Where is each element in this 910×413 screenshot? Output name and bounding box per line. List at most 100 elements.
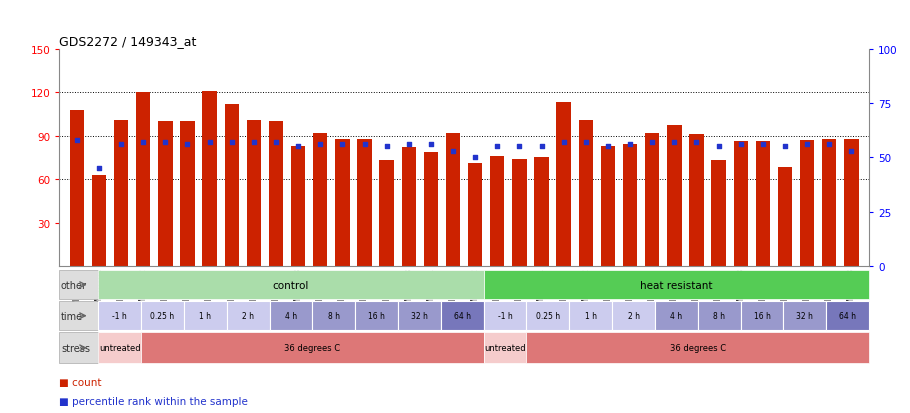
Bar: [622, 145, 637, 266]
Bar: [70, 110, 84, 266]
Bar: [291, 147, 306, 266]
Point: [114, 142, 128, 148]
Point: [733, 142, 748, 148]
Point: [291, 144, 306, 150]
Text: 16 h: 16 h: [753, 311, 771, 320]
Text: untreated: untreated: [484, 344, 526, 352]
Text: 64 h: 64 h: [454, 311, 470, 320]
Bar: [358, 139, 371, 266]
Text: other: other: [61, 280, 87, 290]
Point: [225, 140, 239, 146]
Bar: [313, 133, 328, 266]
Bar: [247, 121, 261, 266]
Point: [424, 142, 439, 148]
Point: [468, 155, 482, 161]
Point: [69, 137, 84, 144]
Text: 0.25 h: 0.25 h: [536, 311, 560, 320]
Text: time: time: [61, 311, 83, 321]
Point: [800, 142, 814, 148]
Text: 32 h: 32 h: [411, 311, 428, 320]
Text: ■ count: ■ count: [59, 377, 102, 387]
Text: untreated: untreated: [99, 344, 140, 352]
Text: heat resistant: heat resistant: [640, 280, 713, 290]
Bar: [468, 164, 482, 266]
Bar: [778, 168, 792, 266]
Point: [712, 144, 726, 150]
Bar: [534, 158, 549, 266]
Text: 4 h: 4 h: [671, 311, 682, 320]
Bar: [446, 133, 460, 266]
Bar: [114, 121, 128, 266]
Bar: [667, 126, 682, 266]
Point: [755, 142, 770, 148]
Bar: [490, 157, 504, 266]
Bar: [379, 161, 394, 266]
Bar: [268, 122, 283, 266]
Text: 36 degrees C: 36 degrees C: [284, 344, 340, 352]
Bar: [689, 135, 703, 266]
Text: -1 h: -1 h: [112, 311, 127, 320]
Point: [579, 140, 593, 146]
Bar: [645, 133, 660, 266]
Point: [601, 144, 615, 150]
Bar: [800, 140, 814, 266]
Bar: [401, 148, 416, 266]
Point: [689, 140, 703, 146]
Point: [667, 140, 682, 146]
Point: [180, 142, 195, 148]
Bar: [225, 104, 239, 266]
Point: [92, 166, 106, 172]
Point: [822, 142, 836, 148]
Bar: [158, 122, 173, 266]
Text: -1 h: -1 h: [498, 311, 512, 320]
Text: 32 h: 32 h: [796, 311, 814, 320]
Point: [247, 140, 261, 146]
Point: [158, 140, 173, 146]
Point: [490, 144, 504, 150]
Point: [622, 142, 637, 148]
Text: 16 h: 16 h: [369, 311, 385, 320]
Bar: [512, 159, 527, 266]
Text: 1 h: 1 h: [585, 311, 597, 320]
Bar: [822, 139, 836, 266]
Text: 0.25 h: 0.25 h: [150, 311, 175, 320]
Bar: [136, 93, 150, 266]
Point: [534, 144, 549, 150]
Text: 1 h: 1 h: [199, 311, 211, 320]
Bar: [202, 91, 217, 266]
Point: [778, 144, 793, 150]
Bar: [557, 103, 571, 266]
Bar: [601, 147, 615, 266]
Text: 8 h: 8 h: [328, 311, 339, 320]
Bar: [579, 121, 593, 266]
Text: ■ percentile rank within the sample: ■ percentile rank within the sample: [59, 396, 248, 406]
Point: [313, 142, 328, 148]
Text: 2 h: 2 h: [628, 311, 640, 320]
Point: [379, 144, 394, 150]
Point: [645, 140, 660, 146]
Point: [335, 142, 349, 148]
Bar: [424, 152, 438, 266]
Bar: [733, 142, 748, 266]
Bar: [180, 122, 195, 266]
Text: 4 h: 4 h: [285, 311, 297, 320]
Point: [844, 148, 859, 155]
Bar: [712, 161, 726, 266]
Point: [401, 142, 416, 148]
Bar: [844, 139, 858, 266]
Point: [202, 140, 217, 146]
Text: 36 degrees C: 36 degrees C: [670, 344, 726, 352]
Point: [512, 144, 527, 150]
Text: 64 h: 64 h: [839, 311, 856, 320]
Bar: [755, 142, 770, 266]
Bar: [335, 139, 349, 266]
Point: [358, 142, 372, 148]
Point: [556, 140, 571, 146]
Point: [268, 140, 283, 146]
Text: stress: stress: [61, 343, 90, 353]
Text: GDS2272 / 149343_at: GDS2272 / 149343_at: [59, 35, 197, 47]
Point: [446, 148, 460, 155]
Text: control: control: [273, 280, 309, 290]
Bar: [92, 176, 106, 266]
Point: [136, 140, 150, 146]
